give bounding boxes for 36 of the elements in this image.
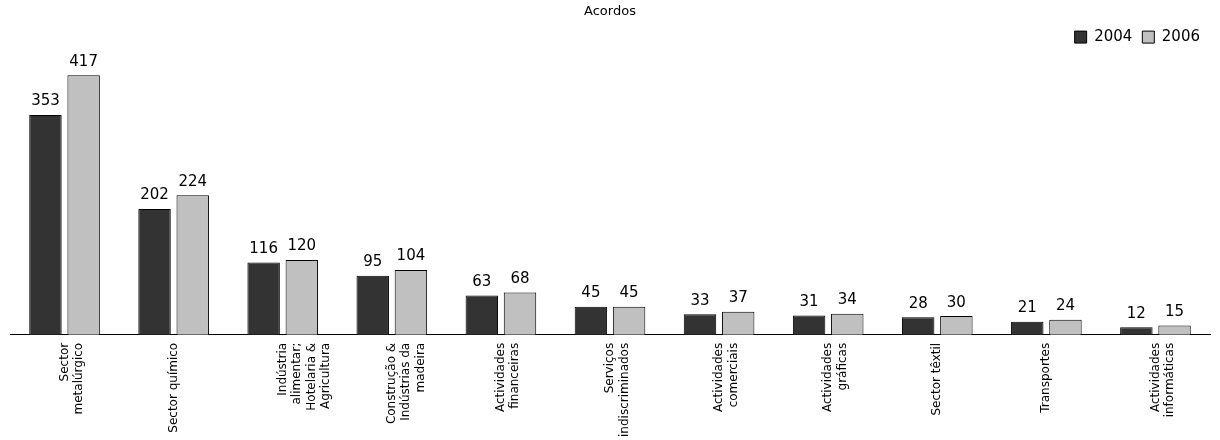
x-tick-label: Transportes — [1038, 342, 1053, 414]
x-tick-label: Actividades gráficas — [820, 342, 849, 413]
data-label: 120 — [287, 236, 317, 255]
data-label: 24 — [1055, 296, 1075, 315]
data-label: 37 — [728, 288, 748, 307]
data-label: 12 — [1126, 303, 1146, 322]
data-label: 34 — [837, 290, 857, 309]
data-label: 63 — [472, 271, 492, 290]
x-tick-label: Actividades financeiras — [493, 342, 522, 413]
data-label: 353 — [31, 91, 60, 110]
x-tick-label: Actividades comerciais — [711, 342, 740, 413]
data-label: 33 — [690, 290, 710, 309]
data-label: 30 — [946, 292, 966, 311]
data-label: 21 — [1017, 298, 1037, 317]
x-tick-label: Construção & Indústrias da madeira — [383, 342, 427, 425]
data-label: 68 — [510, 268, 530, 287]
x-tick-label: Sector químico — [165, 342, 180, 433]
legend-label: 2004 — [1094, 26, 1133, 45]
data-label: 45 — [619, 283, 639, 302]
data-label: 202 — [140, 185, 169, 204]
chart-title: Acordos — [584, 3, 637, 19]
data-label: 104 — [396, 246, 426, 265]
data-label: 31 — [799, 291, 819, 310]
data-label: 15 — [1165, 301, 1185, 320]
x-tick-label: Actividades informáticas — [1147, 342, 1176, 418]
data-label: 116 — [249, 238, 278, 257]
data-label: 417 — [69, 51, 98, 70]
x-tick-label: Indústria alimentar; Hotelaria & Agricultura — [274, 342, 333, 411]
x-tick-label: Sector têxtil — [929, 342, 944, 416]
data-label: 95 — [363, 252, 383, 271]
legend-label: 2006 — [1161, 26, 1201, 45]
data-label: 28 — [908, 293, 928, 312]
data-label: 224 — [178, 171, 208, 190]
x-tick-label: Serviços indiscriminados — [602, 342, 631, 437]
data-label: 45 — [581, 283, 601, 302]
x-tick-label: Sector metalúrgico — [56, 342, 86, 415]
